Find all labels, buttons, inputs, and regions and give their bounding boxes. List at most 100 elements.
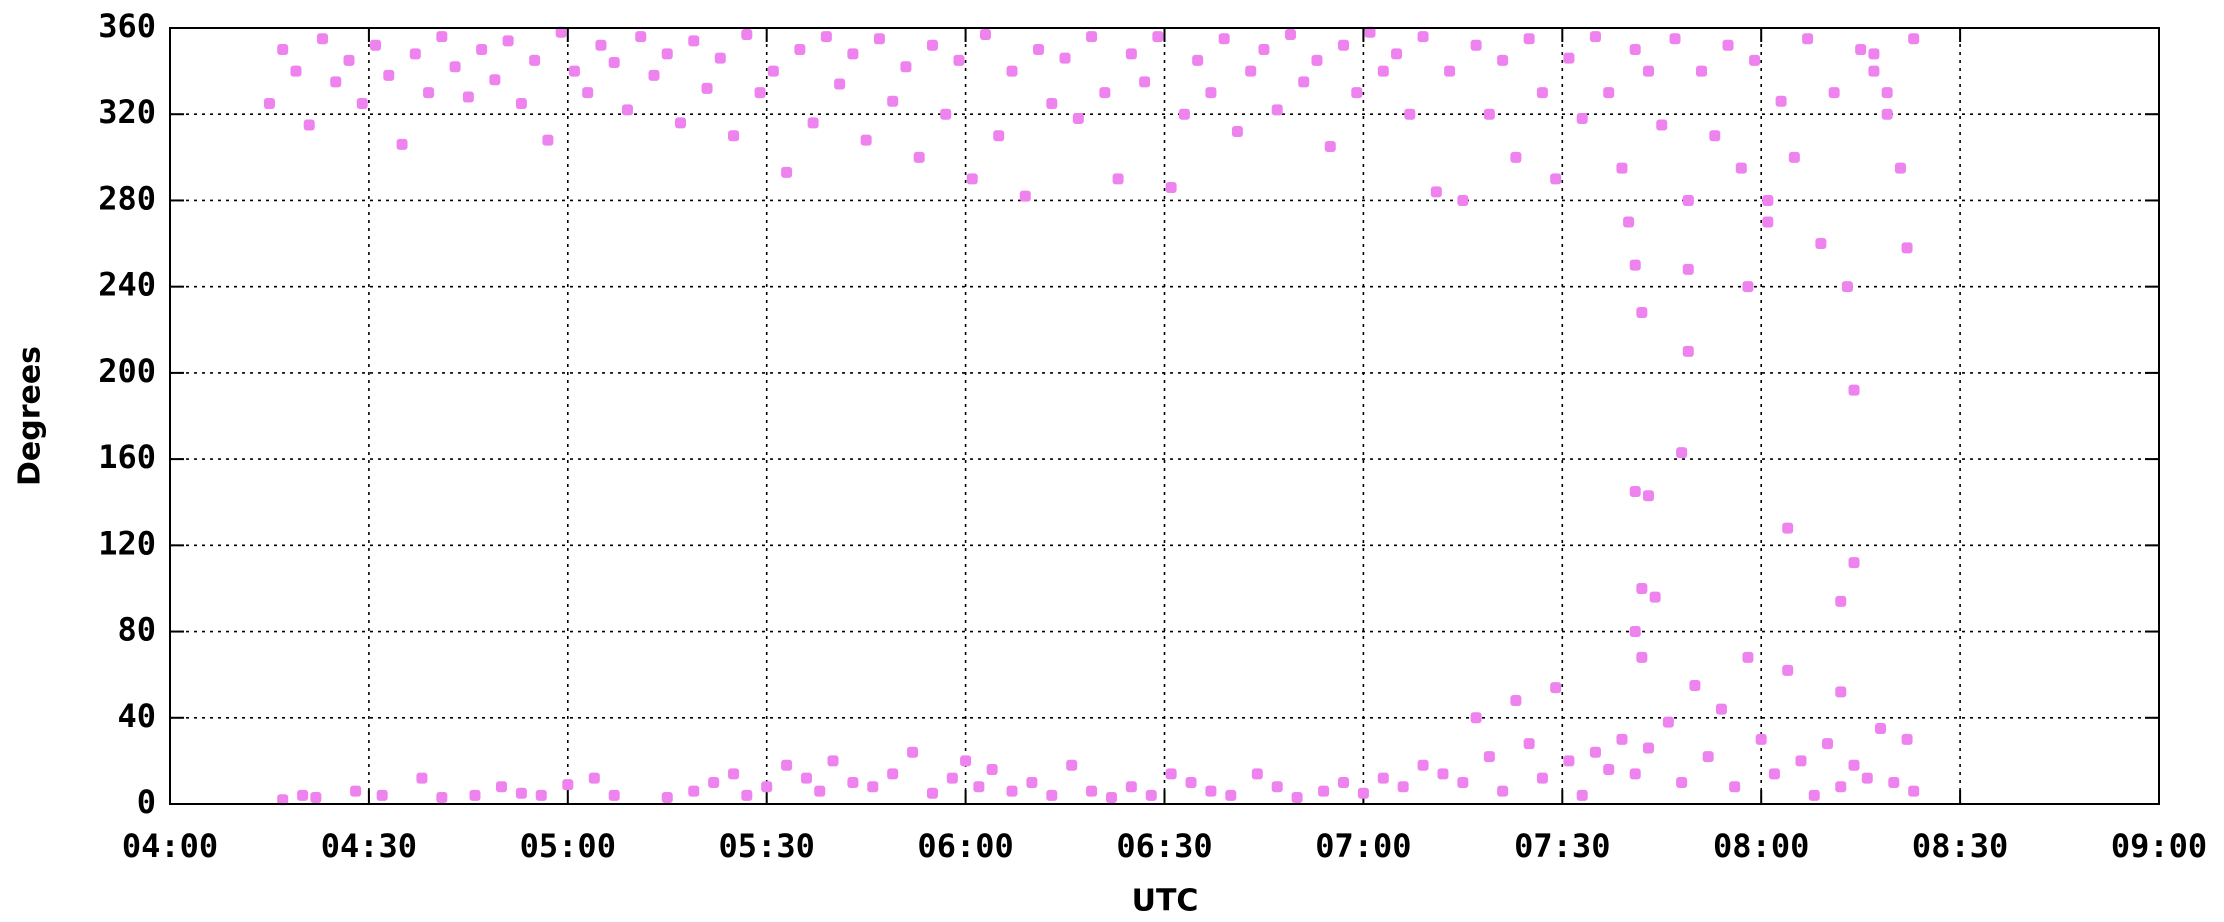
point [1185,776,1197,788]
point [476,44,488,56]
point [1841,281,1853,293]
point [1205,785,1217,797]
point [1066,759,1078,771]
point [555,26,567,38]
point [1603,764,1615,776]
point [621,104,633,116]
point [907,746,919,758]
point [940,108,952,120]
point [1722,39,1734,51]
point [708,776,720,788]
point [1338,776,1350,788]
point [1470,39,1482,51]
x-tick-label: 05:00 [520,827,616,865]
point [661,792,673,804]
x-tick-label: 08:00 [1713,827,1809,865]
point [1437,768,1449,780]
point [847,776,859,788]
point [1782,522,1794,534]
point [741,789,753,801]
point [396,138,408,150]
point [1616,733,1628,745]
point [1808,789,1820,801]
point [1629,44,1641,56]
point [1636,582,1648,594]
y-tick-label: 40 [117,697,156,735]
point [416,772,428,784]
point [1795,755,1807,767]
point [960,755,972,767]
y-tick-label: 240 [98,266,156,304]
point [1768,768,1780,780]
point [1192,54,1204,66]
point [1656,119,1668,131]
point [1364,26,1376,38]
point [1251,768,1263,780]
x-tick-label: 04:30 [321,827,417,865]
point [515,97,527,109]
point [966,173,978,185]
point [1868,48,1880,60]
point [1046,97,1058,109]
point [1881,108,1893,120]
point [847,48,859,60]
point [1828,87,1840,99]
point [290,65,302,77]
point [1642,742,1654,754]
point [1742,281,1754,293]
point [1589,746,1601,758]
point [1815,238,1827,250]
point [926,787,938,799]
point [1391,48,1403,60]
point [1059,52,1071,64]
point [277,794,289,806]
y-tick-label: 160 [98,438,156,476]
point [873,33,885,45]
point [1901,733,1913,745]
point [1742,651,1754,663]
point [1735,162,1747,174]
point [1377,772,1389,784]
y-tick-label: 280 [98,179,156,217]
point [1536,87,1548,99]
point [1510,695,1522,707]
point [761,781,773,793]
point [1271,781,1283,793]
plot-border [169,27,2160,805]
point [1755,733,1767,745]
point [741,28,753,40]
point [887,95,899,107]
point [383,69,395,81]
point [794,44,806,56]
point [1523,738,1535,750]
point [834,78,846,90]
x-tick-label: 07:30 [1514,827,1610,865]
point [535,789,547,801]
point [1629,485,1641,497]
point [608,56,620,68]
point [1550,682,1562,694]
point [1636,651,1648,663]
point [1125,781,1137,793]
point [1318,785,1330,797]
point [1715,703,1727,715]
point [1563,755,1575,767]
point [827,755,839,767]
point [781,759,793,771]
point [1324,141,1336,153]
point [1629,259,1641,271]
point [1616,162,1628,174]
point [436,792,448,804]
point [1729,781,1741,793]
x-tick-label: 08:30 [1912,827,2008,865]
point [661,48,673,60]
point [1662,716,1674,728]
point [1702,751,1714,763]
point [814,785,826,797]
point [409,48,421,60]
point [913,151,925,163]
point [1470,712,1482,724]
point [1178,108,1190,120]
point [1802,33,1814,45]
point [1105,792,1117,804]
